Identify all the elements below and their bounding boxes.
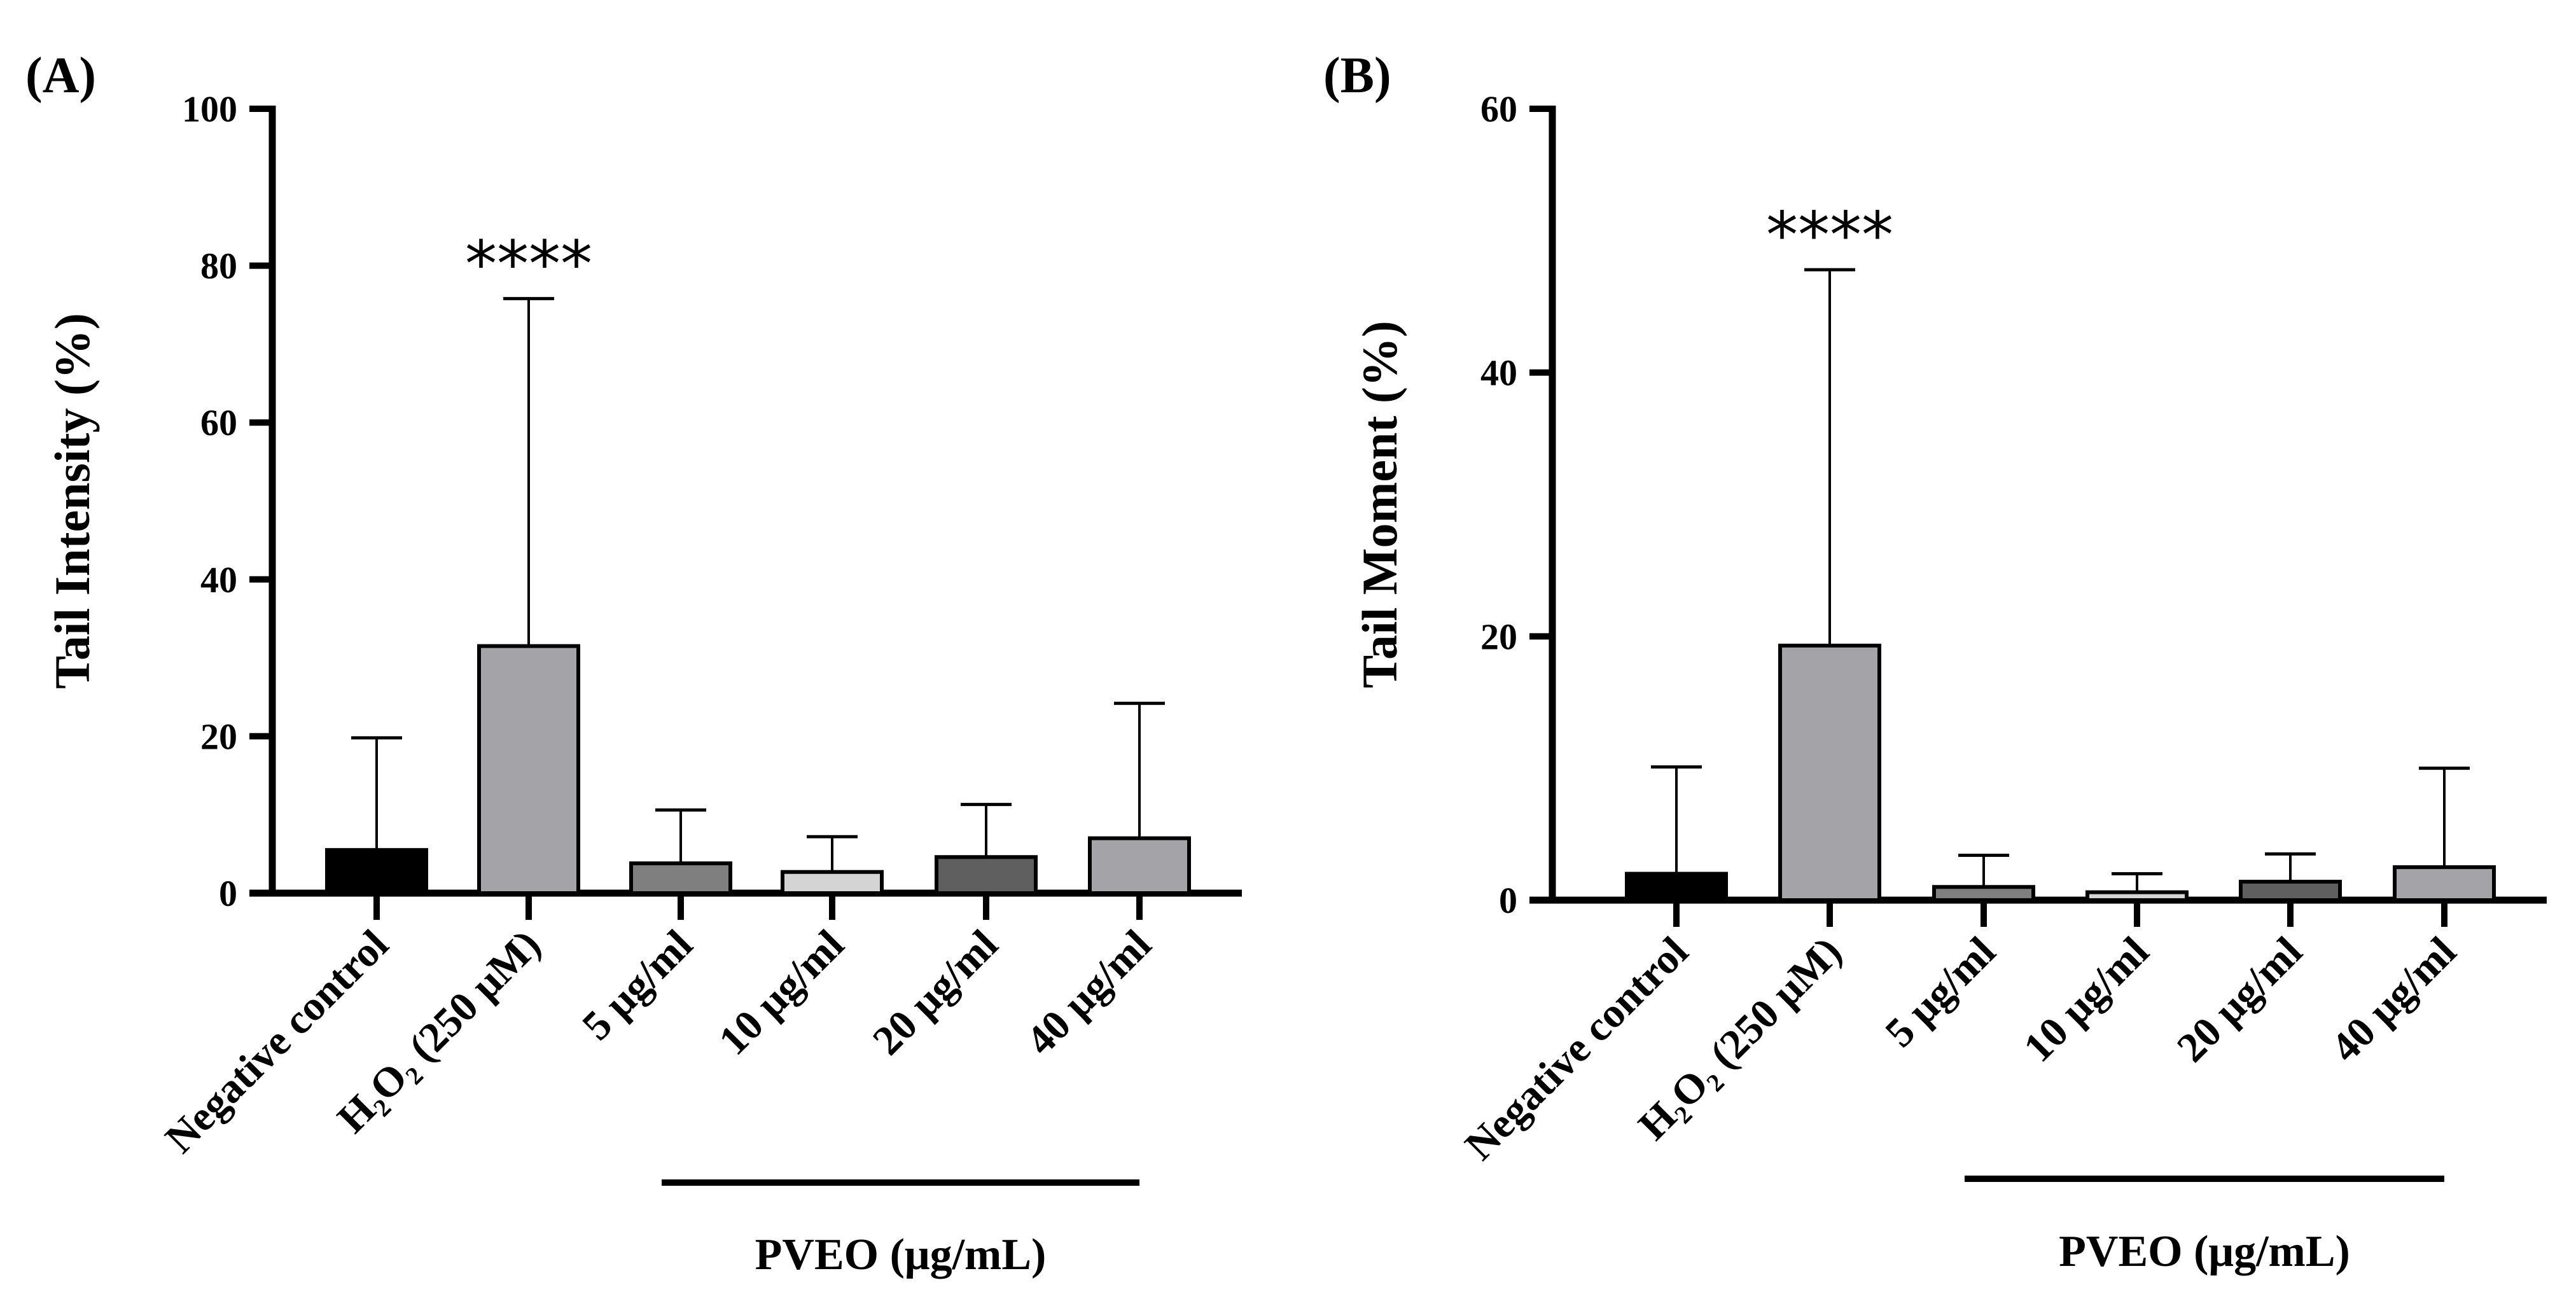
y-tick-label: 60 [1480, 88, 1517, 130]
significance-annotation: **** [1766, 198, 1893, 272]
x-tick-label: 5 μg/ml [1876, 928, 2004, 1056]
x-tick-label: 5 μg/ml [573, 921, 701, 1049]
y-tick-label: 20 [1480, 616, 1517, 657]
y-tick-label: 20 [200, 716, 237, 757]
bar [325, 848, 428, 896]
x-tick-label: 20 μg/ml [864, 921, 1007, 1064]
panel-label: (B) [1323, 48, 1391, 104]
x-tick-label: 10 μg/ml [710, 921, 853, 1064]
bar [477, 644, 580, 895]
bar [1778, 643, 1881, 902]
bar [1625, 872, 1728, 902]
y-tick-label: 80 [200, 246, 237, 287]
x-tick-label: 10 μg/ml [2015, 928, 2158, 1071]
bar [935, 855, 1038, 895]
significance-annotation: **** [465, 226, 592, 301]
bar [2393, 865, 2496, 902]
y-tick-label: 40 [1480, 352, 1517, 394]
bar [1088, 836, 1191, 895]
bar [2085, 890, 2189, 903]
bar [629, 861, 732, 895]
y-tick-label: 100 [182, 88, 237, 130]
y-axis-label: Tail Moment (%) [1352, 321, 1407, 688]
bar [1932, 885, 2035, 903]
y-tick-label: 0 [1499, 880, 1517, 921]
y-tick-label: 0 [219, 873, 237, 914]
y-tick-label: 60 [200, 402, 237, 443]
x-tick-label: 40 μg/ml [2322, 928, 2465, 1071]
x-tick-label: 40 μg/ml [1017, 921, 1160, 1064]
group-label: PVEO (μg/mL) [755, 1230, 1047, 1279]
chart-panel-a: (A)Tail Intensity (%)020406080100Negativ… [25, 48, 1242, 1279]
y-tick-label: 40 [200, 559, 237, 601]
bar [2239, 879, 2342, 903]
x-tick-label: 20 μg/ml [2168, 928, 2311, 1071]
panel-label: (A) [25, 48, 96, 104]
y-axis-label: Tail Intensity (%) [45, 313, 100, 689]
group-label: PVEO (μg/mL) [2059, 1227, 2350, 1276]
bar [781, 870, 884, 895]
